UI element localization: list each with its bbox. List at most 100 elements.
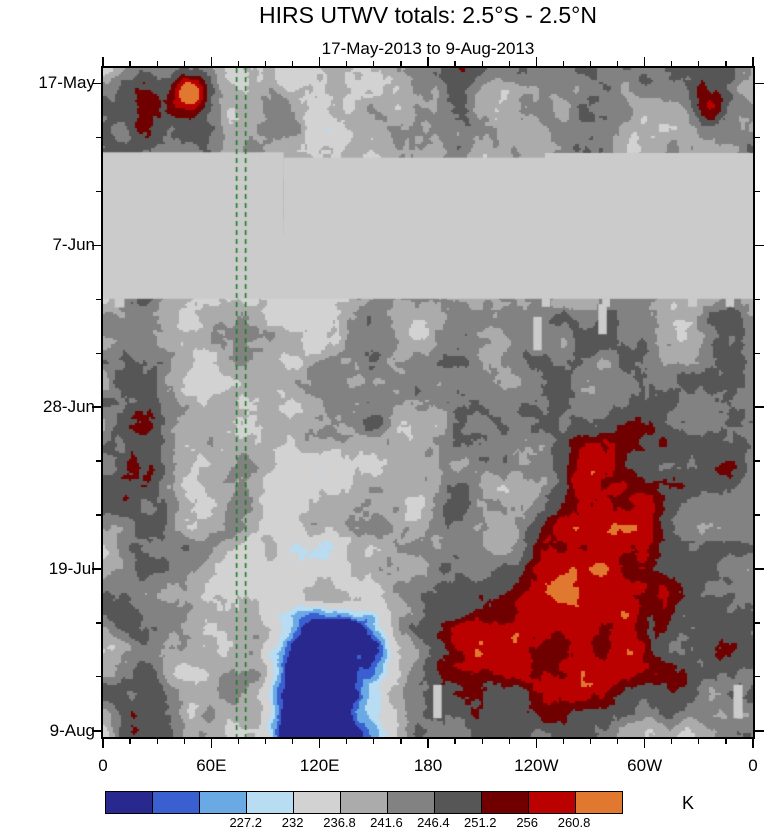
tick-mark: [752, 739, 754, 748]
tick-mark: [755, 460, 760, 462]
tick-mark: [96, 352, 101, 354]
tick-mark: [183, 61, 185, 66]
tick-mark: [616, 61, 619, 66]
tick-mark: [291, 739, 294, 744]
tick-mark: [643, 57, 646, 66]
chart-title: HIRS UTWV totals: 2.5°S - 2.5°N: [259, 2, 597, 28]
tick-mark: [96, 190, 101, 192]
tick-mark: [291, 61, 294, 66]
tick-mark: [643, 739, 646, 748]
tick-mark: [400, 739, 402, 744]
tick-mark: [698, 739, 700, 744]
colorbar-label: 241.6: [370, 815, 403, 830]
tick-mark: [210, 57, 213, 66]
colorbar-cell: [246, 792, 293, 813]
colorbar-cell: [575, 792, 622, 813]
tick-mark: [454, 739, 456, 744]
colorbar-cell: [387, 792, 434, 813]
tick-mark: [752, 57, 754, 66]
tick-mark: [725, 61, 727, 66]
tick-mark: [400, 61, 402, 66]
tick-mark: [92, 82, 101, 85]
colorbar-cell: [434, 792, 481, 813]
tick-mark: [237, 739, 239, 744]
tick-mark: [210, 739, 213, 748]
tick-mark: [755, 568, 764, 570]
tick-mark: [264, 739, 267, 744]
x-tick-label: 60W: [627, 756, 663, 775]
tick-mark: [156, 61, 158, 66]
tick-mark: [508, 61, 510, 66]
colorbar-label: 260.8: [557, 815, 591, 830]
tick-mark: [755, 352, 760, 354]
tick-mark: [589, 739, 592, 744]
tick-mark: [264, 61, 267, 66]
tick-mark: [373, 739, 375, 744]
y-tick-label: 19-Jul: [48, 558, 95, 578]
tick-mark: [318, 739, 321, 748]
tick-mark: [454, 61, 456, 66]
tick-mark: [92, 406, 101, 408]
tick-mark: [671, 61, 673, 66]
tick-mark: [589, 61, 592, 66]
colorbar-cell: [293, 792, 340, 813]
tick-mark: [755, 190, 760, 192]
tick-mark: [92, 568, 101, 570]
tick-mark: [96, 514, 101, 516]
colorbar-label: 236.8: [323, 815, 356, 830]
tick-mark: [96, 298, 101, 300]
tick-mark: [129, 61, 131, 66]
tick-mark: [481, 61, 483, 66]
tick-mark: [562, 61, 564, 66]
tick-mark: [346, 61, 348, 66]
x-tick-label: 60E: [196, 756, 227, 775]
tick-mark: [156, 739, 158, 744]
tick-mark: [96, 622, 101, 624]
tick-mark: [755, 622, 760, 624]
tick-mark: [129, 739, 131, 744]
colorbar-label: 232: [281, 815, 304, 830]
tick-mark: [318, 57, 321, 66]
tick-mark: [183, 739, 185, 744]
tick-mark: [96, 136, 101, 138]
y-tick-label: 7-Jun: [52, 235, 95, 255]
tick-mark: [508, 739, 510, 744]
tick-mark: [346, 739, 348, 744]
x-tick-label: 0: [748, 756, 758, 775]
tick-mark: [427, 57, 429, 66]
tick-mark: [616, 739, 619, 744]
y-tick-label: 17-May: [38, 73, 95, 93]
tick-mark: [755, 676, 760, 678]
tick-mark: [92, 244, 101, 247]
tick-mark: [535, 739, 538, 748]
colorbar-unit: K: [681, 793, 694, 813]
x-tick-label: 120E: [299, 756, 340, 775]
tick-mark: [102, 57, 104, 66]
tick-mark: [96, 676, 101, 678]
tick-mark: [237, 61, 239, 66]
tick-mark: [755, 136, 760, 138]
tick-mark: [755, 244, 764, 247]
tick-mark: [755, 82, 764, 85]
heatmap-canvas: [103, 68, 753, 737]
y-tick-label: 28-Jun: [43, 397, 95, 417]
chart-subtitle: 17-May-2013 to 9-Aug-2013: [321, 39, 535, 58]
tick-mark: [755, 298, 760, 300]
tick-mark: [373, 61, 375, 66]
tick-mark: [96, 460, 101, 462]
x-tick-label: 120W: [514, 756, 559, 775]
colorbar-cell: [528, 792, 575, 813]
colorbar-label: 251.2: [463, 815, 497, 830]
tick-mark: [671, 739, 673, 744]
tick-mark: [698, 61, 700, 66]
colorbar-cell: [340, 792, 387, 813]
tick-mark: [725, 739, 727, 744]
colorbar-cell: [152, 792, 199, 813]
tick-mark: [535, 57, 538, 66]
tick-mark: [755, 514, 760, 516]
tick-mark: [755, 730, 764, 732]
colorbar-cell: [199, 792, 246, 813]
y-tick-label: 9-Aug: [49, 720, 95, 740]
tick-mark: [92, 730, 101, 732]
